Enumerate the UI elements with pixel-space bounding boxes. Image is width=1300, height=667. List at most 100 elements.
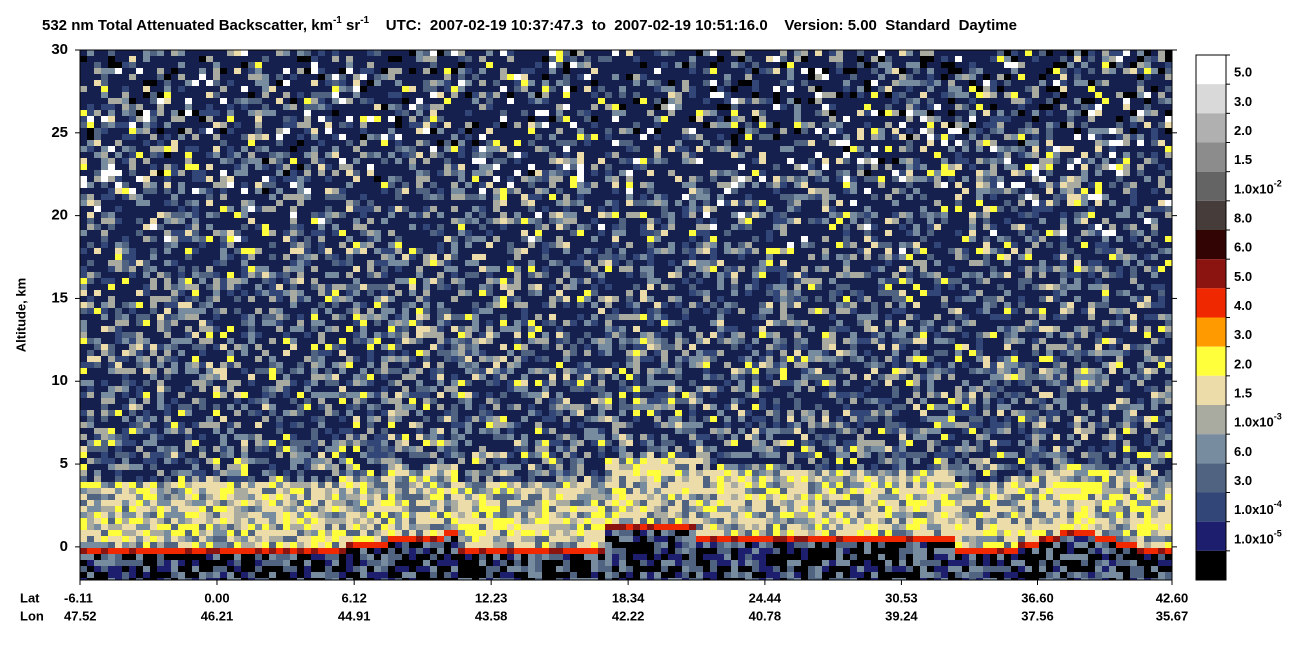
backscatter-cell [143, 458, 150, 464]
backscatter-cell [388, 104, 395, 110]
backscatter-cell [682, 458, 689, 464]
backscatter-cell [542, 578, 549, 580]
backscatter-cell [143, 272, 150, 278]
backscatter-cell [689, 536, 696, 542]
backscatter-cell [178, 308, 185, 314]
backscatter-cell [101, 350, 108, 356]
backscatter-cell [283, 470, 290, 476]
backscatter-cell [255, 560, 262, 566]
backscatter-cell [192, 308, 199, 314]
backscatter-cell [535, 560, 542, 566]
backscatter-cell [143, 518, 150, 524]
backscatter-cell [584, 434, 591, 440]
backscatter-cell [143, 344, 150, 350]
backscatter-cell [129, 542, 136, 548]
backscatter-cell [227, 404, 234, 410]
backscatter-cell [346, 326, 353, 332]
backscatter-cell [682, 524, 689, 530]
backscatter-cell [290, 578, 297, 580]
backscatter-cell [143, 320, 150, 326]
backscatter-cell [318, 500, 325, 506]
backscatter-cell [675, 452, 682, 458]
backscatter-cell [451, 578, 458, 580]
backscatter-cell [311, 158, 318, 164]
backscatter-cell [143, 506, 150, 512]
backscatter-cell [542, 506, 549, 512]
backscatter-cell [507, 470, 514, 476]
backscatter-cell [325, 308, 332, 314]
backscatter-cell [549, 404, 556, 410]
backscatter-cell [178, 500, 185, 506]
backscatter-cell [675, 560, 682, 566]
backscatter-cell [535, 380, 542, 386]
backscatter-cell [626, 74, 633, 80]
backscatter-cell [563, 404, 570, 410]
backscatter-cell [668, 368, 675, 374]
backscatter-cell [458, 278, 465, 284]
backscatter-cell [122, 458, 129, 464]
backscatter-cell [227, 530, 234, 536]
backscatter-cell [164, 458, 171, 464]
backscatter-cell [185, 458, 192, 464]
backscatter-cell [297, 548, 304, 554]
backscatter-cell [619, 368, 626, 374]
backscatter-cell [227, 242, 234, 248]
backscatter-cell [108, 302, 115, 308]
backscatter-cell [374, 452, 381, 458]
backscatter-cell [136, 416, 143, 422]
backscatter-cell [318, 440, 325, 446]
backscatter-cell [353, 488, 360, 494]
backscatter-cell [500, 464, 507, 470]
backscatter-cell [374, 482, 381, 488]
backscatter-cell [94, 140, 101, 146]
backscatter-cell [164, 500, 171, 506]
backscatter-cell [563, 350, 570, 356]
backscatter-cell [388, 308, 395, 314]
backscatter-cell [521, 416, 528, 422]
backscatter-cell [213, 572, 220, 578]
backscatter-cell [500, 452, 507, 458]
backscatter-cell [192, 524, 199, 530]
backscatter-cell [654, 104, 661, 110]
backscatter-cell [458, 344, 465, 350]
backscatter-cell [150, 266, 157, 272]
backscatter-cell [395, 338, 402, 344]
backscatter-cell [584, 296, 591, 302]
backscatter-cell [101, 500, 108, 506]
backscatter-cell [640, 290, 647, 296]
backscatter-cell [507, 536, 514, 542]
backscatter-cell [353, 314, 360, 320]
backscatter-cell [164, 578, 171, 580]
backscatter-cell [563, 356, 570, 362]
backscatter-cell [584, 350, 591, 356]
backscatter-cell [94, 566, 101, 572]
backscatter-cell [178, 116, 185, 122]
backscatter-cell [297, 410, 304, 416]
backscatter-cell [255, 80, 262, 86]
backscatter-cell [388, 506, 395, 512]
backscatter-cell [675, 296, 682, 302]
backscatter-cell [514, 80, 521, 86]
backscatter-cell [213, 344, 220, 350]
backscatter-cell [290, 464, 297, 470]
backscatter-cell [269, 578, 276, 580]
backscatter-cell [164, 296, 171, 302]
backscatter-cell [94, 542, 101, 548]
backscatter-cell [290, 242, 297, 248]
backscatter-cell [416, 56, 423, 62]
backscatter-cell [563, 398, 570, 404]
backscatter-cell [633, 350, 640, 356]
backscatter-cell [122, 452, 129, 458]
backscatter-cell [269, 524, 276, 530]
backscatter-cell [388, 542, 395, 548]
backscatter-cell [493, 536, 500, 542]
backscatter-cell [661, 338, 668, 344]
backscatter-cell [311, 458, 318, 464]
backscatter-cell [129, 170, 136, 176]
backscatter-cell [101, 482, 108, 488]
backscatter-cell [395, 440, 402, 446]
backscatter-cell [248, 110, 255, 116]
backscatter-cell [220, 236, 227, 242]
backscatter-cell [577, 386, 584, 392]
backscatter-cell [626, 572, 633, 578]
